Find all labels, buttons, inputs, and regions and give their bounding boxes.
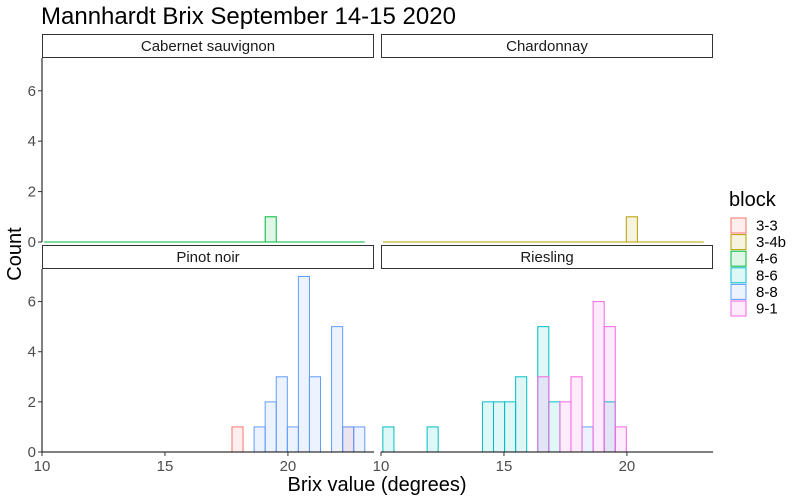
histogram-bar xyxy=(548,401,561,453)
histogram-bar xyxy=(559,401,572,453)
x-tick-label: 15 xyxy=(496,458,513,475)
histogram-bar xyxy=(592,301,605,453)
series-8-6 xyxy=(382,326,704,453)
x-tick-label: 10 xyxy=(34,458,51,475)
legend-title: block xyxy=(729,189,777,211)
histogram-bar xyxy=(286,426,299,453)
legend-swatch xyxy=(730,283,747,300)
panel-cabernet-sauvignon: Cabernet sauvignon 0 2 4 6 xyxy=(28,34,374,251)
x-axis-title: Brix value (degrees) xyxy=(288,474,467,496)
histogram-bar xyxy=(481,401,495,453)
histogram-bar xyxy=(570,376,583,453)
histogram-bar xyxy=(308,376,322,453)
legend-label: 3-4b xyxy=(756,234,786,251)
legend-item-3-3: 3-3 xyxy=(730,217,778,235)
series-4-6 xyxy=(43,216,365,243)
y-tick-label: 6 xyxy=(28,83,36,100)
histogram-bar xyxy=(614,426,627,453)
y-tick-label: 0 xyxy=(28,234,36,251)
histogram-bar xyxy=(537,376,550,453)
histogram-bar xyxy=(581,426,594,453)
legend-label: 3-3 xyxy=(756,218,778,235)
panel-pinot-noir: Pinot noir 0 2 4 6 10 15 20 xyxy=(28,245,374,475)
legend-swatch xyxy=(730,300,747,317)
legend-item-9-1: 9-1 xyxy=(730,300,778,318)
histogram-bar xyxy=(515,376,528,453)
histogram-bar xyxy=(331,326,344,453)
series-3-4b xyxy=(382,216,704,243)
histogram-bar xyxy=(297,276,310,453)
legend-item-8-8: 8-8 xyxy=(730,283,778,301)
histogram-bar xyxy=(493,401,506,453)
strip-label: Riesling xyxy=(520,249,573,266)
histogram-bar xyxy=(382,426,395,453)
series-8-8 xyxy=(43,276,366,453)
y-tick-label: 4 xyxy=(28,133,36,150)
histogram-bar xyxy=(504,401,517,453)
panel-riesling: Riesling 10 15 20 xyxy=(373,245,713,475)
strip-label: Chardonnay xyxy=(506,38,588,55)
x-tick-label: 10 xyxy=(373,458,390,475)
histogram-bar xyxy=(342,426,355,453)
legend-label: 8-8 xyxy=(756,284,778,301)
legend-label: 9-1 xyxy=(756,301,778,318)
strip-box xyxy=(42,34,374,58)
x-tick-label: 15 xyxy=(157,458,174,475)
y-tick-label: 0 xyxy=(28,444,36,461)
strip-box xyxy=(42,245,374,269)
facet-panels: Cabernet sauvignon 0 2 4 6 Chardonnay Pinot no… xyxy=(28,34,713,475)
y-axis-title: Count xyxy=(4,227,26,281)
histogram-bar xyxy=(603,326,616,453)
y-tick-label: 4 xyxy=(28,344,36,361)
strip-box xyxy=(381,245,713,269)
histogram-bar xyxy=(625,216,638,243)
histogram-bar xyxy=(264,216,277,243)
legend-swatch xyxy=(730,217,747,234)
legend-label: 8-6 xyxy=(756,267,778,284)
strip-box xyxy=(381,34,713,58)
legend-item-8-6: 8-6 xyxy=(730,267,778,284)
histogram-bar xyxy=(264,401,277,453)
y-tick-label: 2 xyxy=(28,394,36,411)
y-tick-label: 6 xyxy=(28,294,36,311)
legend-swatch xyxy=(730,250,747,267)
legend-swatch xyxy=(730,267,747,284)
strip-label: Cabernet sauvignon xyxy=(141,38,275,55)
legend-item-3-4b: 3-4b xyxy=(730,234,786,251)
histogram-bar xyxy=(253,426,266,453)
histogram-bar xyxy=(426,426,439,453)
panel-chardonnay: Chardonnay xyxy=(381,34,713,243)
legend: block 3-33-4b4-68-68-89-1 xyxy=(729,189,786,318)
histogram-bar xyxy=(353,426,366,453)
legend-label: 4-6 xyxy=(756,251,778,268)
x-tick-label: 20 xyxy=(280,458,297,475)
y-tick-label: 2 xyxy=(28,184,36,201)
x-tick-label: 20 xyxy=(619,458,636,475)
histogram-bar xyxy=(275,376,288,453)
strip-label: Pinot noir xyxy=(176,249,239,266)
legend-item-4-6: 4-6 xyxy=(730,250,778,268)
legend-swatch xyxy=(730,234,747,251)
histogram-bar xyxy=(231,426,244,453)
chart-title: Mannhardt Brix September 14-15 2020 xyxy=(41,3,456,30)
